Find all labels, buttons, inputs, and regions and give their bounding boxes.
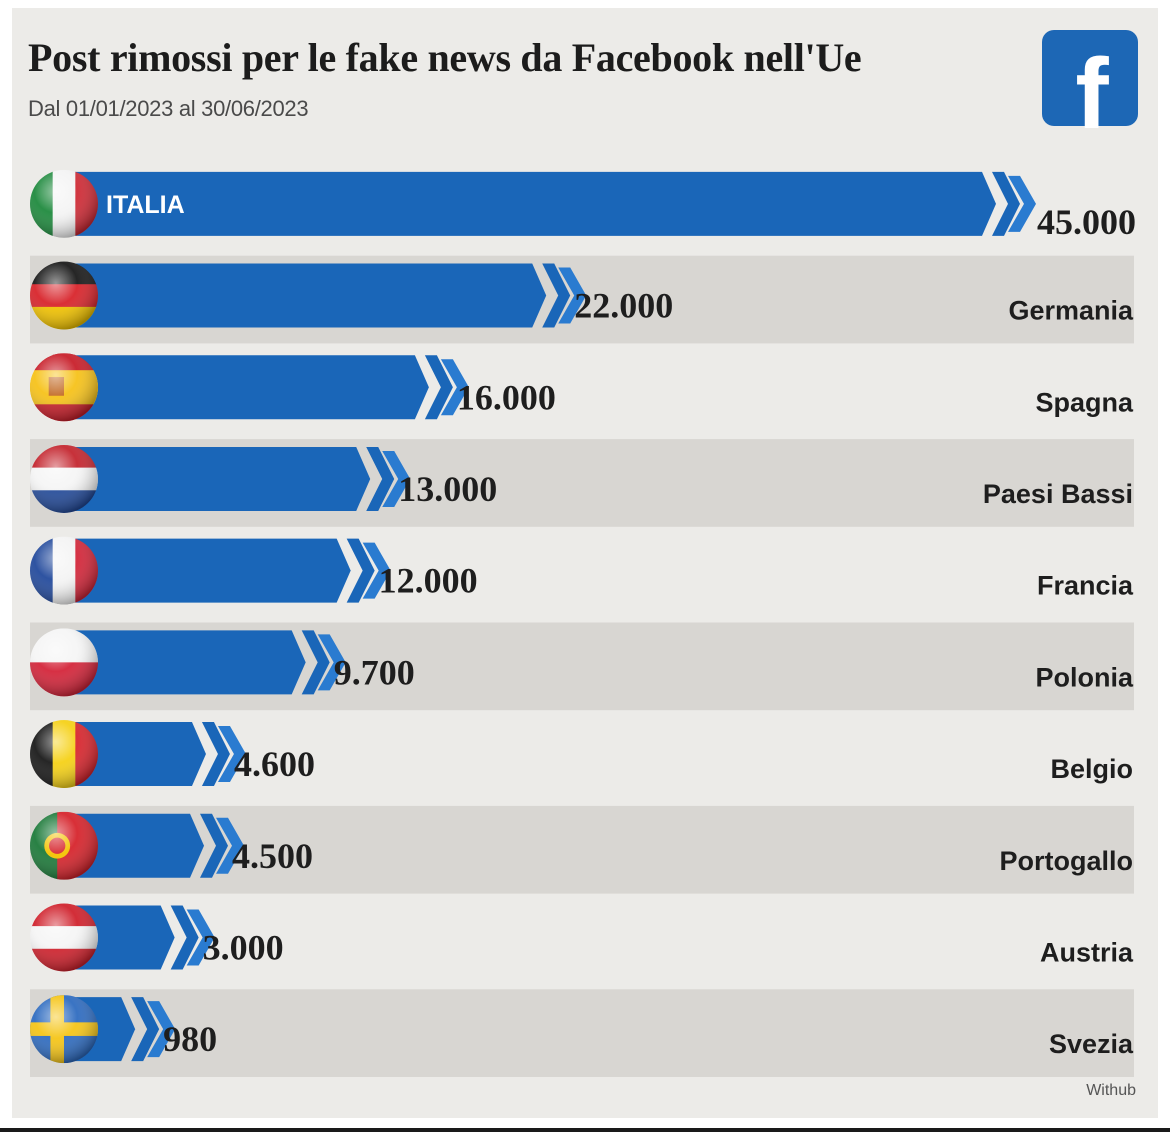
- category-label: Paesi Bassi: [983, 479, 1133, 509]
- bar-row: ITALIA 45.000: [30, 169, 1136, 242]
- italy-flag-icon: [30, 169, 98, 238]
- value-label: 4.500: [232, 836, 313, 876]
- bar-row: 12.000 Francia: [30, 536, 1134, 605]
- bar: [66, 630, 306, 695]
- facebook-logo-letter: f: [1075, 38, 1109, 128]
- bar-chevron: [542, 263, 587, 328]
- bar: [66, 263, 547, 328]
- austria-flag-icon: [30, 903, 98, 972]
- bar-chevron: [346, 538, 391, 603]
- value-label: 13.000: [398, 469, 497, 509]
- germany-flag-icon: [30, 261, 98, 330]
- bar-row: 3.000 Austria: [30, 903, 1134, 972]
- category-label: Francia: [1037, 571, 1134, 601]
- value-label: 980: [163, 1019, 217, 1059]
- category-label: Germania: [1008, 296, 1134, 326]
- bar-row: 22.000 Germania: [30, 255, 1134, 344]
- bar-row: 980 Svezia: [30, 989, 1134, 1077]
- value-label: 4.600: [234, 744, 315, 784]
- france-flag-icon: [30, 536, 98, 605]
- bar-row: 4.600 Belgio: [30, 720, 1133, 789]
- bar-chevron: [301, 630, 346, 695]
- bar-row: 4.500 Portogallo: [30, 805, 1134, 894]
- spain-flag-icon: [30, 353, 98, 422]
- facebook-logo-icon: f: [1042, 30, 1138, 128]
- value-label: 22.000: [574, 286, 673, 326]
- value-label: 45.000: [1037, 202, 1136, 242]
- bar-chevron: [170, 905, 215, 970]
- netherlands-flag-icon: [30, 444, 98, 513]
- chart-subtitle: Dal 01/01/2023 al 30/06/2023: [28, 96, 309, 121]
- bar-chevron: [200, 813, 244, 878]
- poland-flag-icon: [30, 628, 98, 697]
- facebook-logo-background: [1042, 30, 1138, 126]
- category-label: Svezia: [1049, 1029, 1134, 1059]
- value-label: 12.000: [379, 561, 478, 601]
- category-label: ITALIA: [106, 191, 185, 219]
- bar-chevron: [131, 997, 176, 1062]
- bar-chevron: [201, 722, 246, 787]
- value-label: 9.700: [334, 652, 415, 692]
- bar-row: 9.700 Polonia: [30, 622, 1134, 711]
- category-label: Portogallo: [1000, 846, 1134, 876]
- category-label: Austria: [1040, 937, 1134, 967]
- category-label: Belgio: [1050, 754, 1133, 784]
- category-label: Polonia: [1035, 662, 1133, 692]
- bar: [66, 171, 996, 236]
- value-label: 16.000: [457, 377, 556, 417]
- sweden-flag-icon: [30, 995, 98, 1064]
- chart-title: Post rimossi per le fake news da Faceboo…: [28, 35, 862, 80]
- bar: [66, 355, 429, 420]
- bar: [66, 722, 206, 787]
- bar-row: 16.000 Spagna: [30, 353, 1134, 422]
- value-label: 3.000: [203, 927, 284, 967]
- bar-chevron: [424, 355, 469, 420]
- belgium-flag-icon: [30, 720, 98, 789]
- bar: [66, 813, 204, 878]
- row-band: [30, 989, 1134, 1077]
- bottom-divider: [0, 1128, 1170, 1132]
- bar: [66, 446, 371, 511]
- portugal-flag-icon: [30, 811, 98, 880]
- bar-chevron: [366, 446, 411, 511]
- bar-chevron: [992, 171, 1036, 236]
- category-label: Spagna: [1035, 387, 1134, 417]
- bar-row: 13.000 Paesi Bassi: [30, 439, 1134, 527]
- bar: [66, 538, 351, 603]
- source-credit: Withub: [1086, 1082, 1136, 1099]
